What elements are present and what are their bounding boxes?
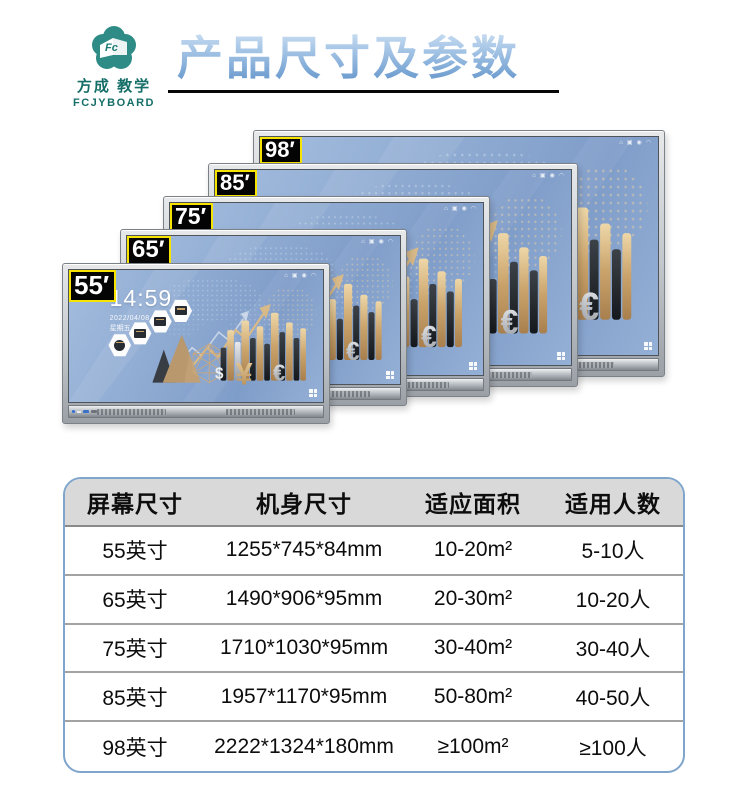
wifi-icon: ◠ [645,140,651,146]
apps-icon: ▣ [368,239,375,245]
home-icon: ⌂ [284,273,288,279]
apps-icon: ▣ [626,140,633,146]
table-row: 55英寸 1255*745*84mm 10-20m² 5-10人 [65,527,683,576]
cell-suitable-area: 50-80m² [433,684,513,708]
apps-icon: ▣ [539,173,546,179]
home-icon: ⌂ [444,206,448,212]
cell-screen-size: 55英寸 [102,540,168,564]
cell-screen-size: 98英寸 [102,736,168,760]
menu-grid-icon [469,362,477,370]
cell-suitable-area: ≥100m² [437,734,509,758]
logo-monogram: Fc [105,42,118,54]
col-header-screen-size: 屏幕尺寸 [87,491,183,517]
status-icons: ⌂ ▣ ◉ ◠ [619,140,651,146]
col-header-suitable-people: 适用人数 [565,491,661,517]
speaker-grille [96,409,166,415]
clock-time: 14:59 [109,284,173,311]
table-header-row: 屏幕尺寸 机身尺寸 适应面积 适用人数 [65,479,683,527]
menu-grid-icon [644,342,652,350]
cell-screen-size: 85英寸 [102,686,168,710]
cell-suitable-area: 10-20m² [433,538,513,562]
port-indicators [72,410,97,413]
size-label-65: 65′ [127,236,172,266]
home-icon: ⌂ [361,239,365,245]
cell-screen-size: 65英寸 [102,589,168,613]
size-label-75: 75′ [170,203,214,232]
flower-logo-icon: Fc [92,26,136,69]
camera-icon: ◉ [301,273,307,279]
status-icons: ⌂ ▣ ◉ ◠ [284,273,316,279]
app-icon-hex [169,299,193,322]
col-header-suitable-area: 适应面积 [425,491,521,517]
cell-suitable-people: 30-40人 [575,637,651,661]
speaker-grille [226,409,296,415]
apps-icon: ▣ [291,273,298,279]
app-icon-hex [128,322,152,345]
display-55: 14:59 2022/04/08 星期五 ⌂ ▣ ◉ ◠ [62,263,330,424]
cell-body-dimensions: 2222*1324*180mm [214,734,394,758]
status-icons: ⌂ ▣ ◉ ◠ [361,239,393,245]
cell-body-dimensions: 1957*1170*95mm [220,684,388,708]
wifi-icon: ◠ [387,239,393,245]
size-label-55: 55′ [69,270,117,302]
cell-suitable-people: 40-50人 [575,686,651,710]
cell-suitable-people: 5-10人 [581,540,645,564]
size-label-85: 85′ [215,170,257,198]
status-icons: ⌂ ▣ ◉ ◠ [444,206,476,212]
camera-icon: ◉ [636,140,642,146]
home-icon: ⌂ [532,173,536,179]
wifi-icon: ◠ [310,273,316,279]
table-row: 85英寸 1957*1170*95mm 50-80m² 40-50人 [65,673,683,723]
clock-weekday: 星期五 [109,324,131,332]
cell-suitable-people: ≥100人 [579,736,647,760]
camera-icon: ◉ [461,206,467,212]
col-header-body-dimensions: 机身尺寸 [256,491,352,517]
cell-suitable-area: 20-30m² [433,587,513,611]
status-icons: ⌂ ▣ ◉ ◠ [532,173,564,179]
table-row: 75英寸 1710*1030*95mm 30-40m² 30-40人 [65,625,683,674]
cell-suitable-people: 10-20人 [575,589,651,613]
camera-icon: ◉ [549,173,555,179]
clock-date: 2022/04/08 [109,314,150,322]
table-row: 65英寸 1490*906*95mm 20-30m² 10-20人 [65,576,683,625]
wifi-icon: ◠ [558,173,564,179]
display-bezel [68,405,324,418]
app-icon-hex [108,334,132,357]
size-label-98: 98′ [260,137,302,165]
cell-body-dimensions: 1710*1030*95mm [219,635,389,659]
camera-icon: ◉ [378,239,384,245]
table-row: 98英寸 2222*1324*180mm ≥100m² ≥100人 [65,722,683,771]
spec-table: 屏幕尺寸 机身尺寸 适应面积 适用人数 55英寸 1255*745*84mm 1… [63,477,685,773]
cell-body-dimensions: 1255*745*84mm [225,538,383,562]
page-title: 产品尺寸及参数 [177,22,520,88]
speaker-grille [296,391,370,397]
cell-screen-size: 75英寸 [102,637,168,661]
logo-name-en: FCJYBOARD [73,97,155,109]
display-frame: 14:59 2022/04/08 星期五 ⌂ ▣ ◉ ◠ [62,263,330,424]
menu-grid-icon [386,371,394,379]
menu-grid-icon [309,389,317,397]
app-icon-hex [149,310,172,333]
brand-logo: Fc 方成 教学 FCJYBOARD [56,24,172,109]
cell-body-dimensions: 1490*906*95mm [225,587,383,611]
screen-clock: 14:59 2022/04/08 星期五 [110,285,173,333]
cell-suitable-area: 30-40m² [433,635,513,659]
wifi-icon: ◠ [470,206,476,212]
home-icon: ⌂ [619,140,623,146]
apps-icon: ▣ [451,206,458,212]
title-underline [168,90,559,93]
menu-grid-icon [557,352,565,360]
logo-name-cn: 方成 教学 [76,78,152,95]
